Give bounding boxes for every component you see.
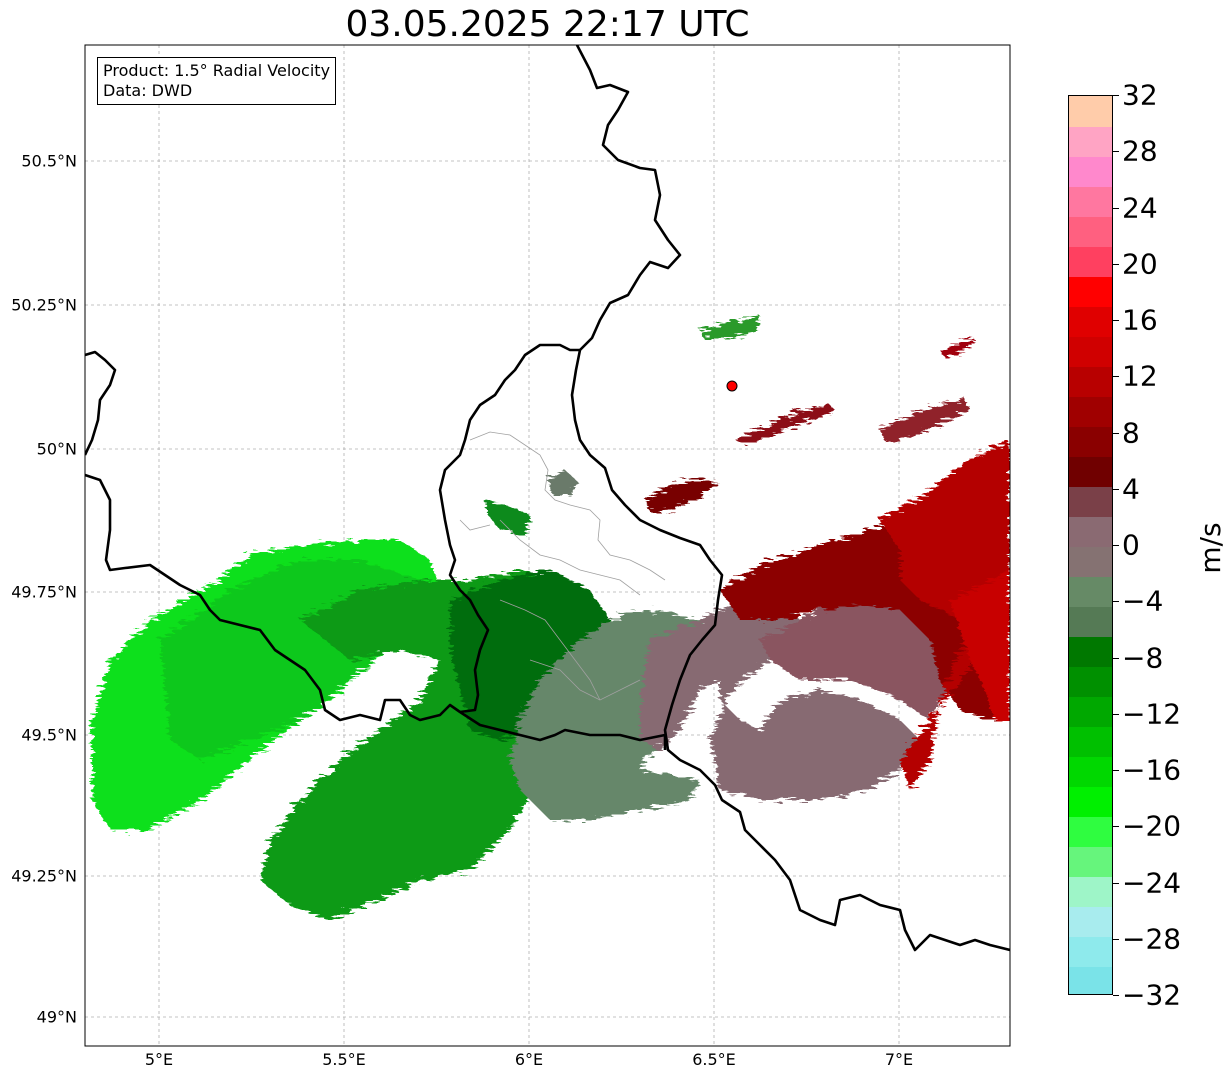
lat-label-49-25: 49.25°N — [11, 866, 77, 886]
colorbar-tick-mark — [1113, 938, 1119, 940]
colorbar-segment — [1069, 456, 1112, 487]
colorbar-tick-mark — [1113, 263, 1119, 265]
colorbar-tick-mark — [1113, 376, 1119, 378]
colorbar-tick-label: −32 — [1122, 978, 1182, 1012]
colorbar-tick-label: 28 — [1122, 134, 1158, 168]
colorbar-tick-mark — [1113, 207, 1119, 209]
colorbar-segment — [1069, 246, 1112, 277]
country-borders — [85, 45, 1010, 952]
lat-label-49-75: 49.75°N — [11, 582, 77, 602]
colorbar-segment — [1069, 426, 1112, 457]
colorbar-tick-label: −28 — [1122, 922, 1182, 956]
product-label: Product: 1.5° Radial Velocity — [103, 61, 331, 80]
echo-outbound-red-east — [880, 440, 1010, 790]
colorbar-tick-mark — [1113, 320, 1119, 321]
colorbar-segment — [1069, 636, 1112, 667]
colorbar-segment — [1069, 876, 1112, 907]
colorbar-tick-label: −12 — [1122, 697, 1182, 731]
colorbar-tick-label: −20 — [1122, 809, 1182, 843]
colorbar-segment — [1069, 126, 1112, 157]
colorbar-tick-mark — [1113, 770, 1119, 771]
colorbar-segment — [1069, 906, 1112, 937]
colorbar-tick-label: 32 — [1122, 78, 1158, 112]
radar-velocity-field — [92, 315, 1010, 920]
colorbar-tick-mark — [1113, 826, 1119, 828]
echo-near-zero-east — [640, 600, 920, 800]
colorbar-tick-mark — [1113, 95, 1119, 96]
colorbar-tick-label: 4 — [1122, 472, 1140, 506]
colorbar-segment — [1069, 546, 1112, 577]
map-title: 03.05.2025 22:17 UTC — [345, 4, 750, 45]
colorbar-tick-mark — [1113, 995, 1119, 996]
echo-lux-patch — [548, 470, 578, 495]
colorbar-tick-mark — [1113, 882, 1119, 884]
colorbar-tick-label: 8 — [1122, 416, 1140, 449]
colorbar-segment — [1069, 276, 1112, 307]
colorbar-tick-mark — [1113, 545, 1119, 546]
colorbar-segment — [1069, 486, 1112, 517]
lat-label-50: 50°N — [36, 439, 77, 459]
colorbar-segment — [1069, 216, 1112, 247]
colorbar-segment — [1069, 516, 1112, 547]
echo-ne-band-1 — [735, 405, 835, 445]
echo-n-band — [645, 478, 718, 512]
echo-ne-band-2 — [880, 398, 968, 442]
colorbar-tick-label: 20 — [1122, 247, 1158, 281]
echo-outbound-red-strong — [950, 570, 1010, 720]
colorbar-segment — [1069, 846, 1112, 877]
colorbar-segment — [1069, 726, 1112, 757]
colorbar-tick-label: 12 — [1122, 359, 1158, 393]
lon-label-6: 6°E — [514, 1050, 544, 1069]
echo-north-green — [485, 500, 530, 535]
colorbar-segment — [1069, 696, 1112, 727]
lat-label-49: 49°N — [36, 1007, 77, 1027]
colorbar-tick-mark — [1113, 657, 1119, 659]
colorbar-tick-label: −16 — [1122, 753, 1182, 787]
colorbar-tick-label: 0 — [1122, 528, 1140, 562]
colorbar-segment — [1069, 816, 1112, 847]
colorbar-segment — [1069, 156, 1112, 187]
colorbar-segment — [1069, 336, 1112, 367]
colorbar-segment — [1069, 966, 1112, 994]
colorbar-segment — [1069, 396, 1112, 427]
colorbar-tick-mark — [1113, 432, 1119, 434]
colorbar-segment — [1069, 186, 1112, 217]
colorbar-segment — [1069, 936, 1112, 967]
colorbar-tick-label: 16 — [1122, 303, 1158, 337]
colorbar-tick-mark — [1113, 151, 1119, 153]
colorbar-segment — [1069, 96, 1112, 127]
lat-label-50-25: 50.25°N — [11, 295, 77, 315]
colorbar-segment — [1069, 786, 1112, 817]
echo-ne-band-3 — [940, 338, 975, 358]
colorbar-tick-mark — [1113, 488, 1119, 490]
colorbar-tick-label: −8 — [1122, 641, 1164, 674]
colorbar-tick-mark — [1113, 601, 1119, 603]
lat-label-50-5: 50.5°N — [21, 151, 77, 171]
colorbar-segment — [1069, 306, 1112, 337]
admin-borders — [459, 431, 666, 701]
lon-label-5-5: 5.5°E — [322, 1050, 366, 1069]
colorbar-tick-mark — [1113, 713, 1119, 715]
lon-label-6-5: 6.5°E — [692, 1050, 736, 1069]
product-info-box: Product: 1.5° Radial Velocity Data: DWD — [97, 57, 337, 105]
colorbar-segment — [1069, 366, 1112, 397]
colorbar-segment — [1069, 576, 1112, 607]
lon-label-5: 5°E — [144, 1050, 174, 1069]
colorbar-segment — [1069, 606, 1112, 637]
echo-north-scatter — [700, 315, 760, 340]
colorbar-tick-label: −4 — [1122, 584, 1164, 618]
colorbar-tick-label: 24 — [1122, 191, 1158, 224]
colorbar-unit: m/s — [1194, 522, 1225, 574]
colorbar-segment — [1069, 666, 1112, 697]
colorbar-segment — [1069, 756, 1112, 787]
velocity-colorbar — [1068, 95, 1113, 995]
radar-site-marker — [726, 380, 738, 392]
colorbar-tick-label: −24 — [1122, 866, 1182, 899]
data-source-label: Data: DWD — [103, 81, 193, 100]
map-frame — [84, 44, 1011, 1047]
lat-label-49-5: 49.5°N — [21, 725, 77, 745]
lon-label-7: 7°E — [884, 1050, 914, 1069]
echo-outbound-mauve — [760, 600, 960, 720]
